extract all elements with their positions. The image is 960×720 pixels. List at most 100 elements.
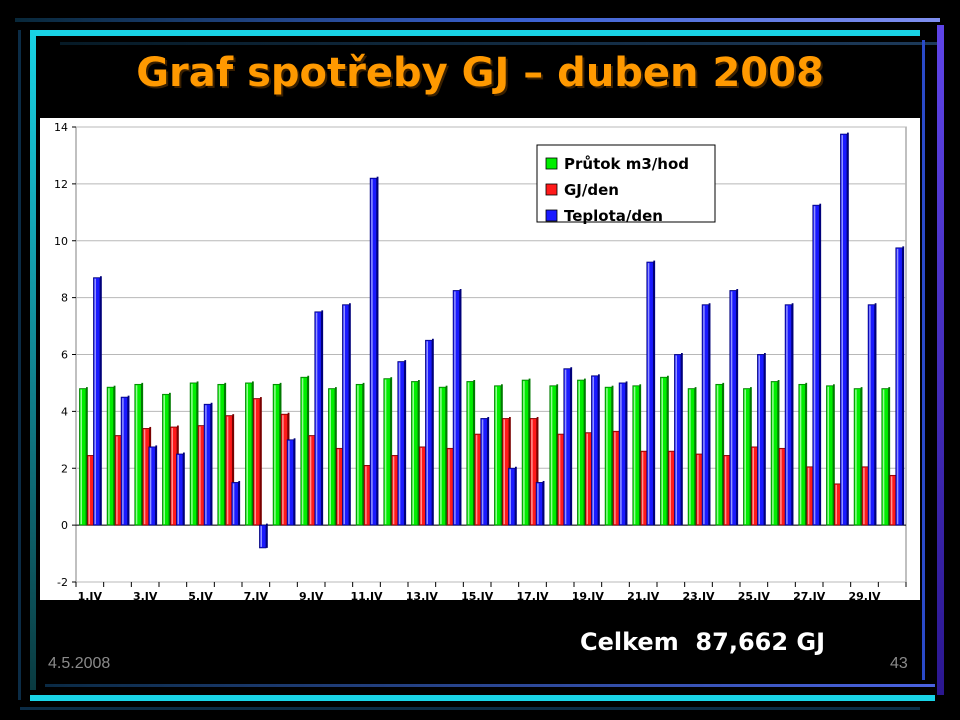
bar-highlight <box>772 382 774 525</box>
frame-line-top-blue <box>15 18 940 22</box>
bar-side <box>459 289 462 526</box>
bar-highlight <box>365 466 367 525</box>
bar-side <box>750 387 752 526</box>
bar-side <box>349 303 351 526</box>
bar-side <box>777 380 780 526</box>
bar-pr-tok-m3-hod <box>743 388 751 526</box>
bar-highlight <box>807 467 810 525</box>
bar-highlight <box>835 484 837 525</box>
bar-highlight <box>80 389 82 525</box>
bar-highlight <box>149 447 152 525</box>
bar-gj-den <box>308 435 316 526</box>
bar-highlight <box>495 386 497 525</box>
bar-pr-tok-m3-hod <box>687 388 696 526</box>
bar-gj-den <box>751 446 759 526</box>
bar-side <box>819 203 822 526</box>
bar-gj-den <box>197 425 206 526</box>
bar-pr-tok-m3-hod <box>881 388 889 526</box>
bar-highlight <box>260 526 262 547</box>
bar-highlight <box>454 291 456 525</box>
bar-pr-tok-m3-hod <box>106 386 115 526</box>
bar-highlight <box>163 395 165 525</box>
bar-highlight <box>724 456 727 525</box>
y-tick-label: 0 <box>61 519 68 532</box>
bar-side <box>653 260 656 526</box>
bar-highlight <box>171 428 173 525</box>
bar-highlight <box>606 388 608 525</box>
frame-line-bottom-cyan <box>30 695 935 701</box>
bar-gj-den <box>806 466 814 526</box>
bar-gj-den <box>668 450 676 526</box>
bar-teplota-den <box>369 177 378 526</box>
bar-pr-tok-m3-hod <box>411 381 419 526</box>
bar-side <box>376 176 379 526</box>
bar-side <box>266 523 268 548</box>
bar-highlight <box>177 455 179 525</box>
bar-side <box>141 382 144 526</box>
y-tick-label: 8 <box>61 292 68 305</box>
bar-chart: -2 0 2 4 6 8 10 12 14 1.IV 3.IV 5.IV 7.IV 9.IV 11.IV 13… <box>40 118 920 603</box>
bar-side <box>279 382 282 526</box>
bar-side <box>210 402 213 526</box>
x-tick-label: 7.IV <box>244 590 269 603</box>
bar-highlight <box>122 398 124 525</box>
bar-pr-tok-m3-hod <box>355 383 364 526</box>
bar-side <box>722 382 725 526</box>
bar-gj-den <box>778 447 787 526</box>
bar-highlight <box>633 386 636 525</box>
bar-side <box>232 414 235 526</box>
bar-pr-tok-m3-hod <box>826 385 834 526</box>
bar-highlight <box>337 449 339 525</box>
legend-label: Průtok m3/hod <box>564 155 689 173</box>
bar-gj-den <box>280 413 289 526</box>
bar-side <box>183 452 185 526</box>
x-tick-label: 13.IV <box>406 590 439 603</box>
bar-highlight <box>288 440 290 525</box>
bar-highlight <box>329 389 331 525</box>
bar-pr-tok-m3-hod <box>632 385 640 526</box>
bar-highlight <box>592 376 594 525</box>
legend-swatch <box>545 157 558 170</box>
bar-pr-tok-m3-hod <box>604 386 613 526</box>
bar-teplota-den <box>203 403 212 526</box>
bar-highlight <box>586 433 588 525</box>
bar-teplota-den <box>314 311 322 526</box>
bar-gj-den <box>834 483 842 526</box>
bar-highlight <box>384 379 387 525</box>
x-tick-label: 27.IV <box>793 590 826 603</box>
bar-gj-den <box>336 447 344 526</box>
bar-gj-den <box>585 432 593 526</box>
bar-gj-den <box>529 418 538 526</box>
bar-highlight <box>730 291 733 525</box>
bar-highlight <box>697 455 699 525</box>
bar-teplota-den <box>425 339 433 526</box>
bar-gj-den <box>225 415 233 526</box>
y-tick-label: 10 <box>54 235 68 248</box>
bar-pr-tok-m3-hod <box>521 379 530 526</box>
bar-highlight <box>799 385 802 525</box>
bar-side <box>833 384 835 526</box>
bar-side <box>764 353 766 526</box>
bar-side <box>238 480 241 526</box>
total-consumption: Celkem 87,662 GJ <box>580 628 826 656</box>
bar-highlight <box>503 419 505 525</box>
bar-side <box>501 384 503 526</box>
bar-gj-den <box>723 455 731 526</box>
bar-highlight <box>398 362 401 525</box>
bar-highlight <box>481 419 484 525</box>
bar-highlight <box>523 381 525 525</box>
bar-highlight <box>882 389 885 525</box>
bar-highlight <box>282 415 284 525</box>
bar-gj-den <box>557 433 565 526</box>
bar-side <box>307 375 310 526</box>
bar-highlight <box>254 399 256 525</box>
bar-highlight <box>88 456 90 525</box>
bar-highlight <box>813 206 816 525</box>
bar-pr-tok-m3-hod <box>217 383 225 526</box>
x-tick-label: 23.IV <box>682 590 715 603</box>
bar-side <box>667 375 669 526</box>
bar-teplota-den <box>508 467 516 526</box>
x-tick-label: 11.IV <box>350 590 383 603</box>
bar-side <box>418 380 420 526</box>
page-number: 43 <box>890 655 908 672</box>
